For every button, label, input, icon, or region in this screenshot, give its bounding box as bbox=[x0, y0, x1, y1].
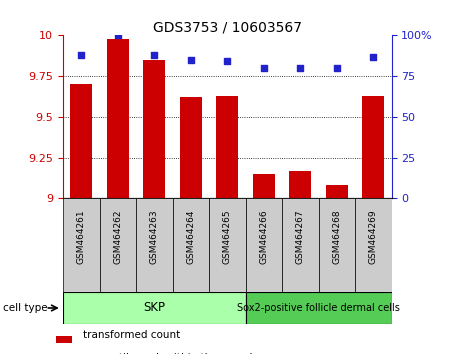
Text: GSM464266: GSM464266 bbox=[259, 210, 268, 264]
Text: GSM464265: GSM464265 bbox=[223, 210, 232, 264]
Bar bbox=[57, 336, 72, 343]
Text: GSM464268: GSM464268 bbox=[332, 210, 341, 264]
Bar bbox=[246, 198, 282, 292]
Text: Sox2-positive follicle dermal cells: Sox2-positive follicle dermal cells bbox=[237, 303, 400, 313]
Bar bbox=[180, 97, 202, 198]
Bar bbox=[63, 292, 246, 324]
Point bbox=[297, 65, 304, 71]
Bar bbox=[362, 96, 384, 198]
Bar bbox=[99, 198, 136, 292]
Point bbox=[78, 52, 85, 58]
Point bbox=[187, 57, 194, 63]
Text: GSM464263: GSM464263 bbox=[150, 210, 159, 264]
Text: GSM464261: GSM464261 bbox=[77, 210, 86, 264]
Title: GDS3753 / 10603567: GDS3753 / 10603567 bbox=[153, 20, 302, 34]
Bar bbox=[143, 60, 165, 198]
Bar bbox=[70, 84, 92, 198]
Text: cell type: cell type bbox=[3, 303, 48, 313]
Point bbox=[151, 52, 158, 58]
Bar bbox=[319, 198, 355, 292]
Bar bbox=[282, 198, 319, 292]
Text: SKP: SKP bbox=[143, 302, 165, 314]
Bar bbox=[246, 292, 392, 324]
Point bbox=[333, 65, 340, 71]
Bar bbox=[209, 198, 246, 292]
Text: GSM464262: GSM464262 bbox=[113, 210, 122, 264]
Point bbox=[224, 59, 231, 64]
Text: percentile rank within the sample: percentile rank within the sample bbox=[83, 353, 259, 354]
Bar bbox=[172, 198, 209, 292]
Bar bbox=[355, 198, 392, 292]
Bar bbox=[63, 198, 99, 292]
Bar bbox=[136, 198, 172, 292]
Bar bbox=[289, 171, 311, 198]
Bar bbox=[216, 96, 238, 198]
Bar bbox=[107, 39, 129, 198]
Point bbox=[260, 65, 267, 71]
Text: GSM464267: GSM464267 bbox=[296, 210, 305, 264]
Bar bbox=[326, 185, 348, 198]
Text: transformed count: transformed count bbox=[83, 330, 180, 341]
Point bbox=[114, 33, 122, 38]
Text: GSM464264: GSM464264 bbox=[186, 210, 195, 264]
Point bbox=[369, 54, 377, 59]
Bar bbox=[253, 174, 274, 198]
Text: GSM464269: GSM464269 bbox=[369, 210, 378, 264]
